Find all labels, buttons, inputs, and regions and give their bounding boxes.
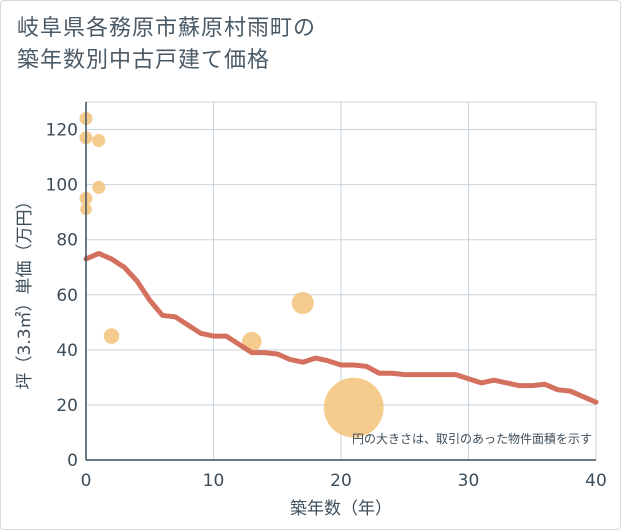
bubble-point [92,134,106,148]
y-tick-label: 60 [56,286,78,306]
x-tick-label: 10 [203,471,225,491]
bubble-point [103,328,120,344]
y-tick-label: 20 [56,396,78,416]
x-tick-label: 40 [585,471,607,491]
y-axis-label: 坪（3.3㎡）単価（万円） [15,192,35,389]
chart-title: 岐阜県各務原市蘇原村雨町の 築年数別中古戸建て価格 [17,13,316,77]
y-tick-label: 40 [56,341,78,361]
chart-title-line2: 築年数別中古戸建て価格 [17,48,271,73]
chart-title-line1: 岐阜県各務原市蘇原村雨町の [17,16,317,41]
bubble-point [92,180,106,194]
y-tick-label: 120 [46,121,78,141]
x-tick-label: 20 [330,471,352,491]
bubble-point [323,377,384,438]
x-tick-label: 30 [458,471,480,491]
bubble-layer [79,112,384,438]
axes [85,102,596,461]
tick-labels: 0 10 20 30 40 0 20 40 60 80 100 120 [46,121,607,491]
trend-line-layer [83,250,599,405]
y-tick-label: 0 [67,451,78,471]
bubble-point [242,331,262,352]
y-tick-label: 80 [56,231,78,251]
x-axis-label: 築年数（年） [290,499,392,519]
trend-line [83,250,599,405]
bubble-size-note: 円の大きさは、取引のあった物件面積を示す [352,431,592,446]
x-tick-label: 0 [81,471,92,491]
y-tick-label: 100 [46,176,78,196]
bubble-point [291,291,314,315]
